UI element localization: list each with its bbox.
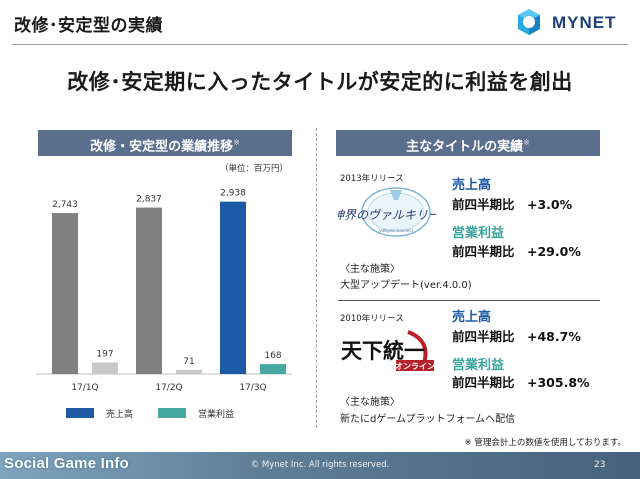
headline: 改修･安定期に入ったタイトルが安定的に利益を創出 xyxy=(67,70,573,94)
data-label-profit-0: 197 xyxy=(96,349,113,359)
title2-sales-value: 前四半期比 +48.7% xyxy=(452,329,581,344)
title2-profit-label: 営業利益 xyxy=(452,358,505,373)
title2-profit-value: 前四半期比 +305.8% xyxy=(452,375,590,390)
legend-swatch-sales xyxy=(66,408,94,418)
title1-profit-label: 営業利益 xyxy=(452,226,505,241)
titles-separator xyxy=(338,300,600,301)
data-label-sales-0: 2,743 xyxy=(52,200,78,210)
svg-text:天下統一: 天下統一 xyxy=(341,338,425,363)
svg-text:Valkyrie Connect: Valkyrie Connect xyxy=(379,228,413,233)
title1-sales-value: 前四半期比 +3.0% xyxy=(452,197,573,212)
copyright: © Mynet Inc. All rights reserved. xyxy=(250,460,390,470)
chart-section-title-mark: ※ xyxy=(233,138,240,147)
title2-measures-heading: 〈主な施策〉 xyxy=(340,397,400,408)
legend-label-profit: 営業利益 xyxy=(198,410,235,420)
x-tick-label-1: 17/2Q xyxy=(155,383,182,393)
data-label-profit-1: 71 xyxy=(183,357,194,367)
data-label-profit-2: 168 xyxy=(264,351,281,361)
watermark-brand-b: Info xyxy=(100,455,129,472)
bar-profit-2 xyxy=(260,364,286,374)
valkyrie-logo: 神界のヴァルキリー Valkyrie Connect xyxy=(338,187,436,237)
title1-measures-text: 大型アップデート(ver.4.0.0) xyxy=(340,280,472,291)
mynet-logo-icon xyxy=(518,9,540,35)
bar-sales-0 xyxy=(52,213,78,374)
footnote: ※ 管理会計上の数値を使用しております。 xyxy=(464,438,626,448)
x-tick-label-0: 17/1Q xyxy=(71,383,98,393)
bar-profit-1 xyxy=(176,369,202,374)
footer-bar: Social Game Info © Mynet Inc. All rights… xyxy=(0,452,640,479)
svg-text:神界のヴァルキリー: 神界のヴァルキリー xyxy=(338,208,436,222)
header-divider xyxy=(12,44,628,45)
bar-profit-0 xyxy=(92,362,118,374)
title2-sales-label: 売上高 xyxy=(452,310,492,325)
x-tick-label-2: 17/3Q xyxy=(239,383,266,393)
chart-unit: （単位：百万円） xyxy=(220,164,289,174)
title2-measures-text: 新たにdゲームプラットフォームへ配信 xyxy=(340,414,516,425)
titles-section-title-mark: ※ xyxy=(523,138,530,147)
svg-text:オンライン: オンライン xyxy=(395,362,435,371)
title1-sales-label: 売上高 xyxy=(452,178,492,193)
bar-sales-2 xyxy=(220,201,246,374)
data-label-sales-2: 2,938 xyxy=(220,189,246,199)
tenka-touitsu-logo: 天下統一 オンライン xyxy=(341,330,435,371)
performance-chart: 2,743 197 17/1Q 2,837 71 17/2Q 2,938 168 17/3Q xyxy=(36,189,292,393)
title1-profit-value: 前四半期比 +29.0% xyxy=(452,241,581,260)
title1-profit-value-text: 前四半期比 +29.0% xyxy=(452,244,581,259)
title1-measures-heading: 〈主な施策〉 xyxy=(340,264,400,275)
page-title: 改修･安定型の実績 xyxy=(14,16,163,36)
chart-section-title: 改修・安定型の業績推移※ xyxy=(38,130,292,156)
legend-swatch-profit xyxy=(158,408,186,418)
legend-label-sales: 売上高 xyxy=(106,410,134,420)
bar-sales-1 xyxy=(136,207,162,374)
titles-section-title-text: 主なタイトルの実績 xyxy=(406,139,524,155)
mynet-logo: MYNET xyxy=(514,7,634,37)
data-label-sales-1: 2,837 xyxy=(136,195,162,205)
title1-release: 2013年リリース xyxy=(340,174,404,184)
section-divider xyxy=(316,128,317,428)
title2-release: 2010年リリース xyxy=(340,314,404,324)
watermark-brand-a: Social Game xyxy=(4,455,101,472)
page-number: 23 xyxy=(594,460,606,470)
mynet-logo-text: MYNET xyxy=(552,13,617,32)
titles-section-title: 主なタイトルの実績※ xyxy=(336,130,600,156)
watermark-brand: Social Game Info xyxy=(4,455,129,472)
chart-section-title-text: 改修・安定型の業績推移 xyxy=(90,139,234,155)
